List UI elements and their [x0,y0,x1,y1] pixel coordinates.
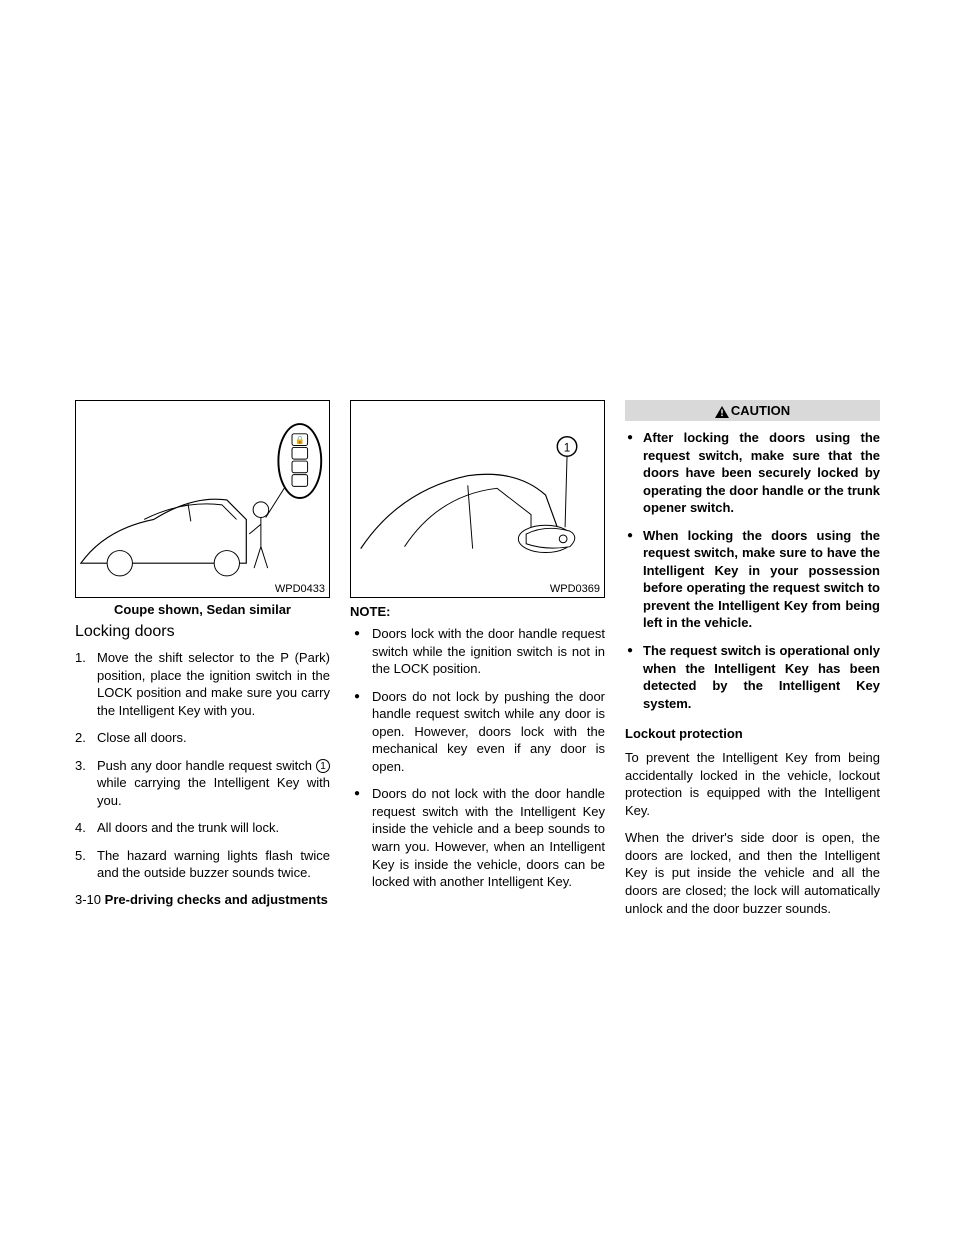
caution-item: After locking the doors using the reques… [625,429,880,517]
caution-item: The request switch is operational only w… [625,642,880,712]
lockout-para: To prevent the Intelligent Key from bein… [625,749,880,819]
note-list: Doors lock with the door handle request … [350,625,605,891]
page-content: 🔒 WPD0433 Coupe shown, Sedan similar Loc… [75,400,880,927]
lockout-para: When the driver's side door is open, the… [625,829,880,917]
callout-number: 1 [564,441,570,454]
lockout-heading: Lockout protection [625,726,880,741]
note-item: Doors lock with the door handle request … [350,625,605,678]
page-footer: 3-10 Pre-driving checks and adjustments [75,892,330,907]
step-item: Push any door handle request switch 1 wh… [75,757,330,810]
caution-list: After locking the doors using the reques… [625,429,880,712]
warning-icon [715,406,729,418]
column-2: 1 WPD0369 NOTE: Doors lock with the door… [350,400,605,927]
column-3: CAUTION After locking the doors using th… [625,400,880,927]
note-item: Doors do not lock by pushing the door ha… [350,688,605,776]
step-item: Close all doors. [75,729,330,747]
figure-1-code: WPD0433 [275,583,325,595]
step-item: The hazard warning lights flash twice an… [75,847,330,882]
column-1: 🔒 WPD0433 Coupe shown, Sedan similar Loc… [75,400,330,927]
figure-2: 1 WPD0369 [350,400,605,598]
figure-1-caption: Coupe shown, Sedan similar [75,602,330,617]
svg-text:🔒: 🔒 [295,436,305,445]
page-number: 3-10 [75,892,101,907]
step-item: All doors and the trunk will lock. [75,819,330,837]
callout-1-icon: 1 [316,759,330,773]
step-item: Move the shift selector to the P (Park) … [75,649,330,719]
caution-header: CAUTION [625,400,880,421]
caution-label: CAUTION [731,403,790,418]
footer-section-title: Pre-driving checks and adjustments [105,892,328,907]
figure-1: 🔒 WPD0433 [75,400,330,598]
note-heading: NOTE: [350,604,605,619]
note-item: Doors do not lock with the door handle r… [350,785,605,890]
figure-2-code: WPD0369 [550,583,600,595]
car-key-illustration: 🔒 [76,401,329,597]
door-handle-illustration: 1 [351,401,604,597]
caution-item: When locking the doors using the request… [625,527,880,632]
locking-steps-list: Move the shift selector to the P (Park) … [75,649,330,882]
locking-doors-heading: Locking doors [75,623,330,641]
